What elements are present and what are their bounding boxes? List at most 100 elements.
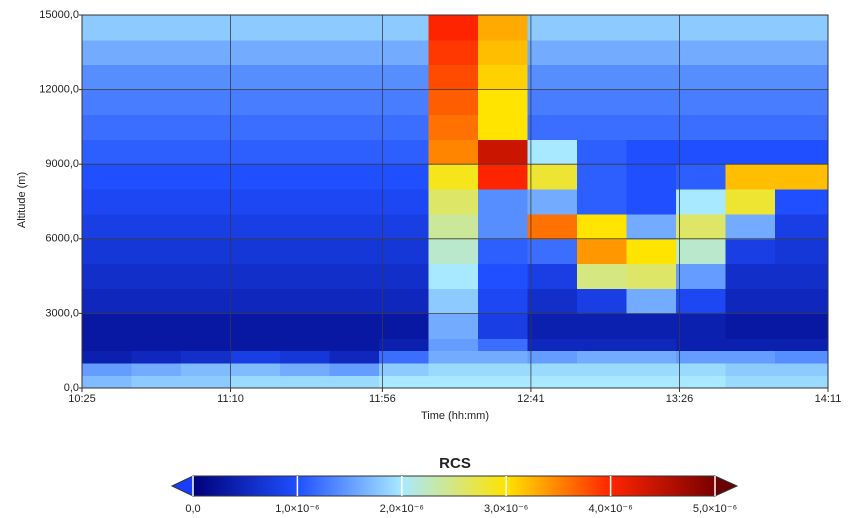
heatmap-cell [181, 139, 232, 165]
y-tick-label: 9000,0 [45, 158, 79, 170]
heatmap-cell [181, 189, 232, 215]
heatmap-cell [478, 350, 529, 364]
heatmap-cell [82, 189, 133, 215]
heatmap-cell [329, 15, 380, 41]
heatmap-cell [428, 375, 479, 389]
heatmap-cell [527, 139, 578, 165]
x-tick-label: 10:25 [68, 393, 96, 405]
heatmap-cell [428, 164, 479, 190]
heatmap-cell [329, 114, 380, 140]
heatmap-cell [428, 89, 479, 115]
heatmap-cell [478, 15, 529, 41]
heatmap-cell [131, 139, 182, 165]
y-tick-label: 6000,0 [45, 233, 79, 245]
heatmap-cell [626, 114, 677, 140]
heatmap-cell [775, 213, 829, 240]
heatmap-cell [478, 39, 529, 66]
heatmap-cell [478, 363, 529, 377]
heatmap-cell [181, 164, 232, 190]
heatmap-cell [626, 15, 677, 41]
heatmap-cell [626, 375, 677, 389]
heatmap-cell [181, 15, 232, 41]
heatmap-cell [428, 15, 479, 41]
heatmap-cell [676, 39, 727, 66]
heatmap-cell [577, 15, 628, 41]
heatmap-cell [428, 263, 479, 290]
heatmap-cell [775, 238, 829, 265]
heatmap-cell [775, 189, 829, 215]
heatmap-cell [280, 15, 331, 41]
heatmap-cell [725, 15, 776, 41]
colorbar-tick-label: 5,0×10⁻⁶ [693, 503, 737, 515]
heatmap-cell [329, 164, 380, 190]
heatmap-cell [230, 39, 281, 66]
heatmap-cell [329, 139, 380, 165]
heatmap-cell [478, 313, 529, 339]
heatmap-cell [181, 363, 232, 377]
heatmap-cell [725, 238, 776, 265]
heatmap-cell [527, 189, 578, 215]
heatmap-cell [230, 263, 281, 290]
heatmap-cell [676, 15, 727, 41]
heatmap-cell [428, 213, 479, 240]
heatmap-cell [676, 338, 727, 352]
heatmap-cell [577, 350, 628, 364]
heatmap-cell [181, 288, 232, 314]
colorbar-tick-label: 3,0×10⁻⁶ [484, 503, 528, 515]
heatmap-cell [379, 238, 430, 265]
heatmap-cell [181, 39, 232, 66]
heatmap-cell [527, 375, 578, 389]
heatmap-cell [379, 375, 430, 389]
heatmap-cell [82, 139, 133, 165]
heatmap-cell [329, 89, 380, 115]
colorbar-title: RCS [439, 455, 471, 472]
heatmap-cell [577, 189, 628, 215]
heatmap-cell [379, 189, 430, 215]
heatmap-cell [676, 114, 727, 140]
heatmap-cell [329, 363, 380, 377]
heatmap-cell [527, 39, 578, 66]
heatmap-cell [280, 64, 331, 91]
heatmap-cell [527, 15, 578, 41]
heatmap-cell [626, 39, 677, 66]
heatmap-cell [626, 64, 677, 91]
heatmap-cell [577, 338, 628, 352]
y-tick-label: 15000,0 [39, 9, 79, 21]
heatmap-cell [428, 350, 479, 364]
heatmap-cell [527, 338, 578, 352]
heatmap-cell [775, 15, 829, 41]
heatmap-cell [230, 114, 281, 140]
heatmap-cell [626, 139, 677, 165]
y-tick-label: 12000,0 [39, 84, 79, 96]
heatmap-cell [379, 363, 430, 377]
heatmap-cell [82, 288, 133, 314]
x-tick-label: 11:10 [217, 393, 244, 405]
heatmap-cell [181, 114, 232, 140]
heatmap-cell [82, 350, 133, 364]
heatmap-cell [725, 114, 776, 140]
heatmap-cell [577, 114, 628, 140]
heatmap-cell [775, 338, 829, 352]
heatmap-cell [329, 39, 380, 66]
heatmap-cell [82, 39, 133, 66]
heatmap-cell [379, 15, 430, 41]
heatmap-cell [230, 189, 281, 215]
x-axis-label: Time (hh:mm) [421, 410, 489, 422]
heatmap-cell [676, 350, 727, 364]
heatmap-cell [676, 263, 727, 290]
heatmap-cell [626, 288, 677, 314]
heatmap-cell [379, 263, 430, 290]
heatmap-cell [775, 350, 829, 364]
heatmap-cell [725, 363, 776, 377]
heatmap-cell [725, 39, 776, 66]
heatmap-cell [131, 39, 182, 66]
heatmap-cell [428, 313, 479, 339]
y-tick-label: 0,0 [64, 382, 79, 394]
heatmap-cell [775, 114, 829, 140]
heatmap-cell [131, 213, 182, 240]
heatmap-cell [379, 89, 430, 115]
heatmap-cell [676, 89, 727, 115]
heatmap-cell [478, 114, 529, 140]
heatmap-cell [329, 189, 380, 215]
